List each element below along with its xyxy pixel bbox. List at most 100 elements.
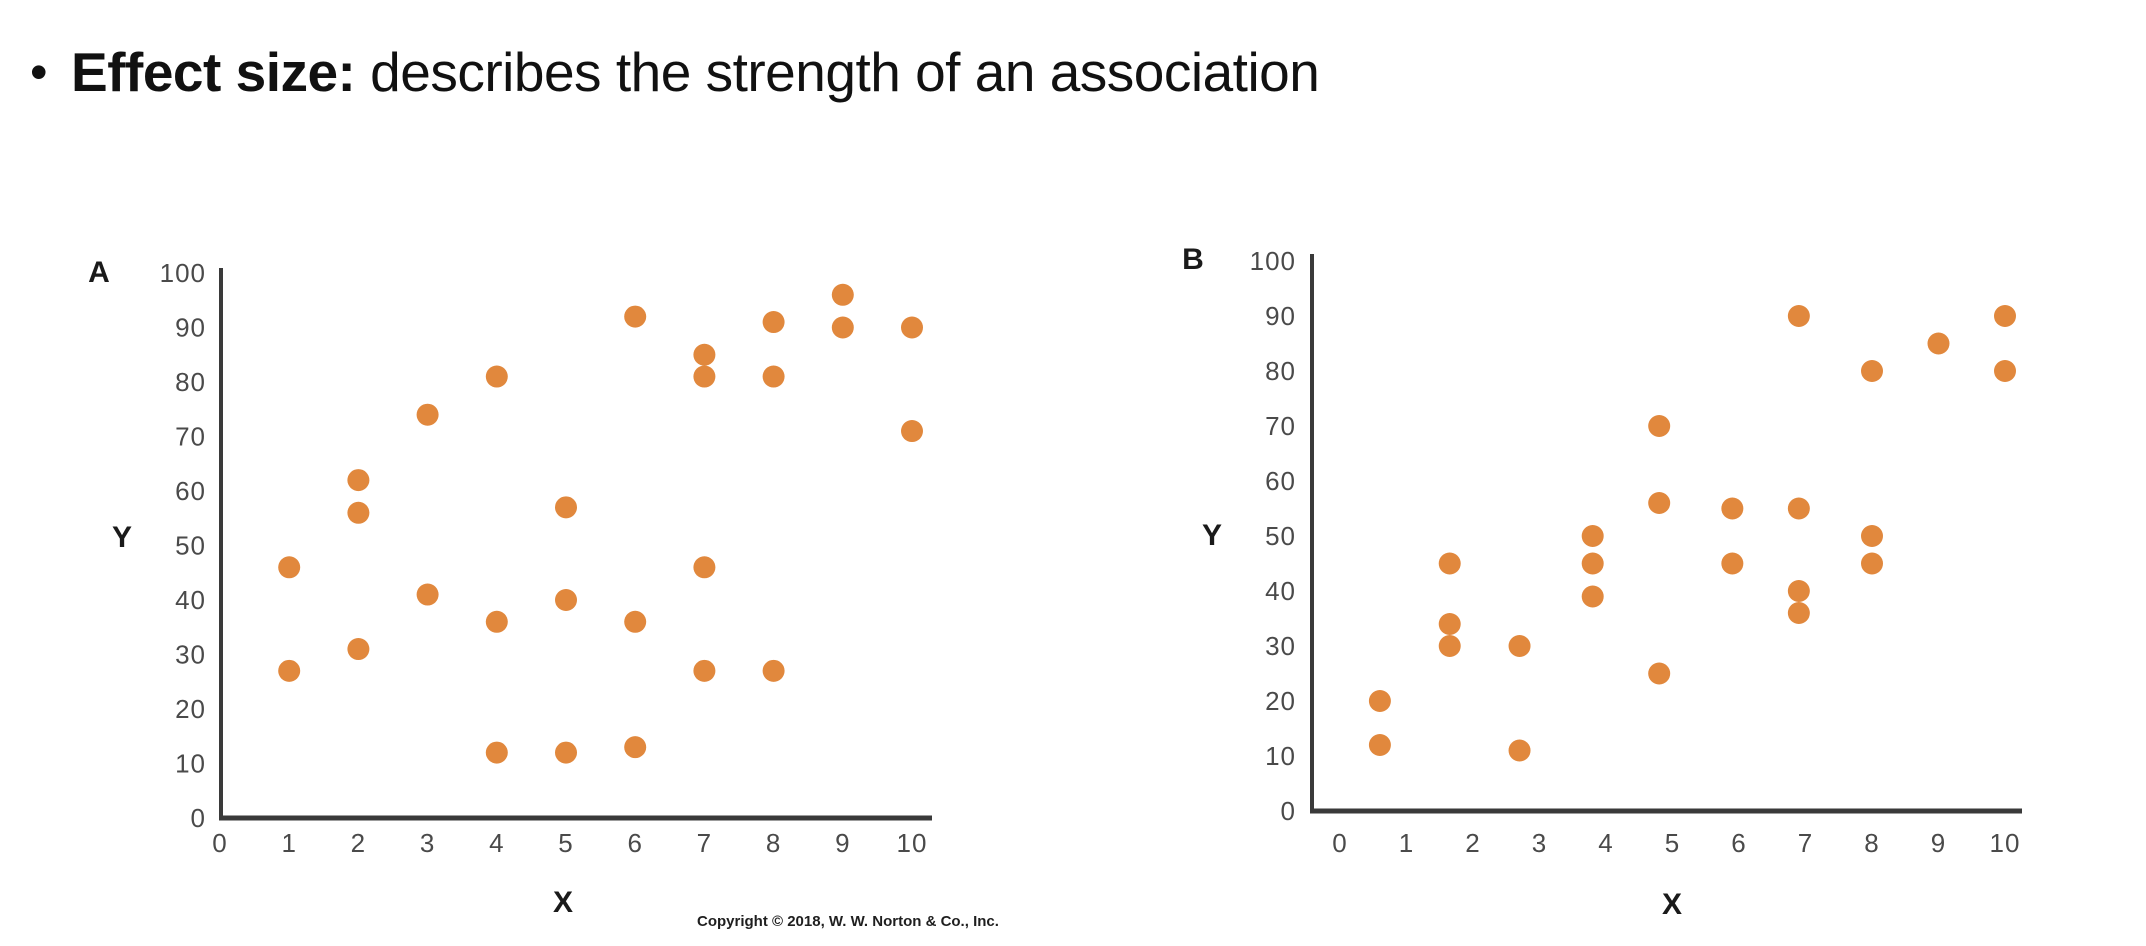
data-point xyxy=(1787,305,1810,327)
data-point xyxy=(1861,525,1883,547)
data-point xyxy=(1648,415,1671,437)
y-tick-label: 30 xyxy=(175,640,206,670)
data-point xyxy=(624,305,647,328)
x-tick-label: 4 xyxy=(489,828,504,858)
data-point xyxy=(901,316,923,339)
data-point xyxy=(347,638,370,661)
x-tick-label: 1 xyxy=(281,828,296,858)
x-tick-label: 9 xyxy=(835,828,850,858)
x-tick-label: 3 xyxy=(420,828,435,858)
y-tick-label: 40 xyxy=(175,585,206,615)
y-tick-label: 10 xyxy=(1265,741,1296,771)
data-point xyxy=(416,583,439,606)
data-point xyxy=(278,659,301,682)
data-point xyxy=(347,501,370,524)
x-tick-label: 10 xyxy=(897,828,928,858)
y-tick-label: 100 xyxy=(160,258,206,288)
data-point xyxy=(555,741,577,764)
panel-b-label: B xyxy=(1182,243,1204,276)
data-point xyxy=(1994,360,2016,382)
data-point xyxy=(624,736,647,759)
x-tick-label: 8 xyxy=(766,828,781,858)
y-tick-label: 50 xyxy=(1265,521,1296,551)
y-tick-label: 40 xyxy=(1265,576,1296,606)
data-point xyxy=(693,365,716,388)
x-tick-label: 6 xyxy=(627,828,642,858)
data-point xyxy=(762,365,785,388)
x-tick-label: 8 xyxy=(1864,828,1879,858)
data-point xyxy=(831,316,854,339)
bullet-marker: • xyxy=(30,44,48,100)
panel-b-xlabel: X xyxy=(1661,888,1683,921)
data-point xyxy=(347,469,370,492)
copyright-notice: Copyright © 2018, W. W. Norton & Co., In… xyxy=(697,913,999,930)
data-point xyxy=(1368,690,1391,712)
y-tick-label: 0 xyxy=(191,803,206,833)
data-point xyxy=(1581,585,1604,608)
panel-a-label: A xyxy=(88,256,110,289)
data-point xyxy=(901,420,923,443)
x-tick-label: 9 xyxy=(1931,828,1946,858)
data-point xyxy=(1648,492,1671,514)
data-point xyxy=(762,311,785,334)
data-point xyxy=(1438,613,1461,635)
x-tick-label: 1 xyxy=(1399,828,1414,858)
data-point xyxy=(1861,360,1883,382)
y-tick-label: 60 xyxy=(175,476,206,506)
y-tick-label: 90 xyxy=(1265,301,1296,331)
data-point xyxy=(624,610,647,633)
data-point xyxy=(1438,552,1461,575)
panel-a-ylabel: Y xyxy=(111,521,133,554)
data-point xyxy=(1787,497,1810,520)
data-point xyxy=(1721,497,1744,520)
title-term: Effect size: xyxy=(71,41,356,103)
y-tick-label: 100 xyxy=(1250,246,1296,276)
x-tick-label: 5 xyxy=(1665,828,1680,858)
y-tick-label: 20 xyxy=(175,694,206,724)
data-point xyxy=(1787,602,1810,624)
data-point xyxy=(1581,552,1604,575)
x-tick-label: 4 xyxy=(1598,828,1613,858)
y-tick-label: 70 xyxy=(1265,411,1296,441)
data-point xyxy=(1438,635,1461,657)
y-tick-label: 90 xyxy=(175,313,206,343)
data-point xyxy=(693,343,716,366)
y-tick-label: 80 xyxy=(175,367,206,397)
data-point xyxy=(1721,552,1744,575)
data-point xyxy=(485,365,508,388)
data-point xyxy=(1508,635,1531,657)
data-point xyxy=(762,659,785,682)
data-point xyxy=(1861,552,1883,575)
x-tick-label: 0 xyxy=(1332,828,1347,858)
x-tick-label: 7 xyxy=(697,828,712,858)
y-tick-label: 60 xyxy=(1265,466,1296,496)
data-point xyxy=(555,589,577,611)
data-point xyxy=(1927,332,1950,355)
slide-title: • Effect size: describes the strength of … xyxy=(30,40,1320,104)
y-tick-label: 70 xyxy=(175,422,206,452)
y-tick-label: 10 xyxy=(175,749,206,779)
y-tick-label: 30 xyxy=(1265,631,1296,661)
data-point xyxy=(693,556,716,579)
data-point xyxy=(1994,305,2016,327)
title-description: describes the strength of an association xyxy=(355,41,1320,103)
data-point xyxy=(693,659,716,682)
x-tick-label: 6 xyxy=(1731,828,1746,858)
data-point xyxy=(416,403,439,426)
y-tick-label: 80 xyxy=(1265,356,1296,386)
data-point xyxy=(555,496,577,519)
data-point xyxy=(1368,734,1391,756)
panel-a-xlabel: X xyxy=(552,886,574,919)
x-tick-label: 0 xyxy=(212,828,227,858)
data-point xyxy=(1648,662,1671,685)
x-tick-label: 2 xyxy=(1465,828,1480,858)
x-tick-label: 3 xyxy=(1532,828,1547,858)
panel-b-ylabel: Y xyxy=(1201,519,1223,552)
data-point xyxy=(1581,525,1604,547)
data-point xyxy=(831,283,854,306)
x-tick-label: 5 xyxy=(558,828,573,858)
